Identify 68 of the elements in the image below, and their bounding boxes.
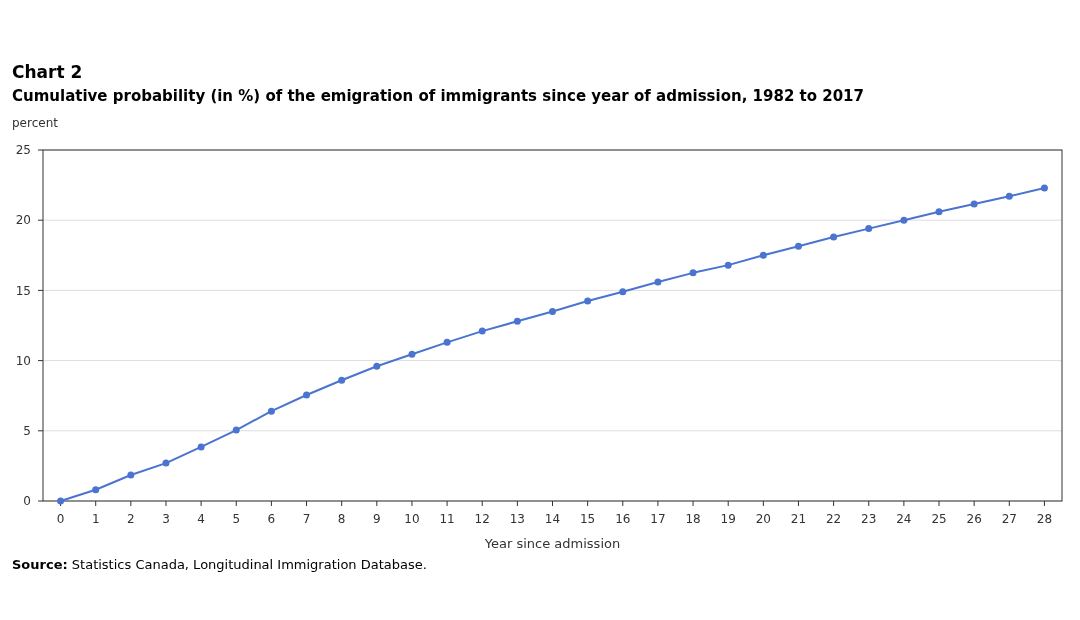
- x-tick-label: 17: [650, 512, 666, 526]
- x-tick-label: 0: [56, 512, 65, 526]
- x-tick-label: 19: [720, 512, 736, 526]
- point: [689, 269, 697, 277]
- x-tick-label: 20: [755, 512, 771, 526]
- point: [759, 251, 767, 259]
- x-axis-title: Year since admission: [483, 536, 621, 551]
- y-tick-label: 5: [23, 424, 31, 438]
- point: [549, 307, 556, 315]
- x-tick-label: 21: [790, 512, 807, 526]
- x-tick-label: 27: [1001, 512, 1017, 526]
- point: [127, 471, 135, 479]
- point: [619, 288, 627, 296]
- point: [724, 261, 732, 269]
- x-tick-label: 7: [302, 512, 311, 526]
- chart-title: Chart 2: [12, 62, 83, 82]
- x-tick-label: 9: [372, 512, 381, 526]
- y-tick-label: 10: [15, 353, 31, 368]
- point: [1005, 192, 1013, 200]
- y-tick-label: 20: [15, 213, 31, 228]
- point: [970, 200, 978, 208]
- x-tick-label: 2: [127, 512, 135, 526]
- point: [373, 362, 381, 370]
- x-tick-label: 23: [861, 512, 877, 526]
- point: [232, 426, 240, 434]
- x-tick-label: 28: [1036, 512, 1053, 526]
- point: [900, 216, 908, 224]
- x-tick-label: 6: [267, 512, 276, 526]
- x-tick-label: 3: [162, 512, 170, 526]
- x-tick-label: 8: [337, 512, 346, 526]
- x-tick-label: 13: [509, 512, 525, 526]
- x-tick-label: 22: [825, 512, 842, 526]
- x-tick-label: 5: [232, 512, 241, 526]
- point: [92, 486, 100, 494]
- y-tick-label: 25: [15, 143, 31, 158]
- x-tick-label: 16: [615, 512, 631, 526]
- point: [935, 208, 943, 216]
- point: [513, 317, 521, 325]
- point: [338, 376, 346, 384]
- y-axis-title: percent: [12, 116, 59, 130]
- point: [443, 338, 451, 346]
- point: [197, 443, 205, 451]
- x-tick-label: 25: [931, 512, 947, 526]
- point: [830, 233, 838, 241]
- chart-subtitle: Cumulative probability (in %) of the emigration of immigrants since year of admission, 1982 to 2017: [12, 87, 864, 105]
- x-tick-label: 24: [896, 512, 912, 526]
- point: [865, 225, 873, 233]
- x-tick-label: 18: [685, 512, 701, 526]
- point: [1040, 184, 1048, 192]
- x-tick-label: 15: [580, 512, 596, 526]
- y-tick-label: 15: [15, 283, 31, 298]
- x-tick-label: 26: [966, 512, 982, 526]
- point: [794, 242, 802, 250]
- x-tick-label: 10: [404, 512, 420, 526]
- point: [267, 407, 275, 415]
- x-tick-label: 4: [197, 512, 205, 526]
- point: [584, 297, 592, 305]
- x-tick-label: 11: [439, 512, 455, 526]
- x-tick-label: 12: [474, 512, 490, 526]
- point: [303, 391, 311, 399]
- point: [478, 327, 486, 335]
- x-tick-label: 1: [91, 512, 100, 526]
- source-note: Source: Statistics Canada, Longitudinal Immigration Database.: [12, 557, 427, 572]
- y-tick-label: 0: [23, 494, 31, 509]
- point: [408, 350, 416, 358]
- point: [162, 459, 170, 467]
- x-tick-label: 14: [544, 512, 561, 526]
- point: [654, 278, 662, 286]
